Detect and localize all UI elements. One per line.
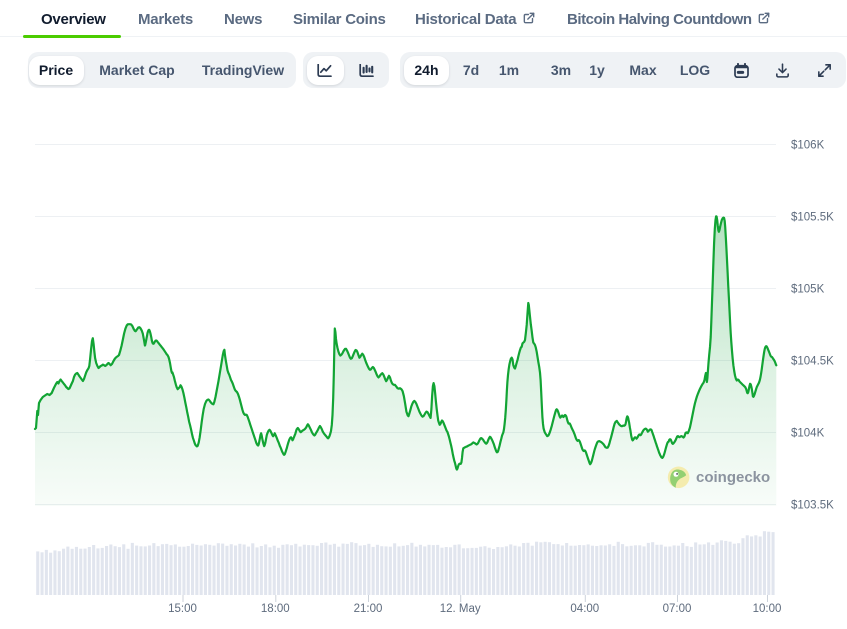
svg-text:$105.5K: $105.5K [791,212,834,224]
svg-text:coingecko: coingecko [696,469,770,486]
svg-text:07:00: 07:00 [663,603,692,615]
svg-text:21:00: 21:00 [354,603,383,615]
svg-text:04:00: 04:00 [570,603,599,615]
svg-text:$105K: $105K [791,284,825,296]
svg-text:$104K: $104K [791,428,825,440]
svg-text:$106K: $106K [791,140,825,152]
svg-text:10:00: 10:00 [753,603,782,615]
svg-text:$104.5K: $104.5K [791,356,834,368]
svg-text:15:00: 15:00 [168,603,197,615]
svg-text:18:00: 18:00 [261,603,290,615]
svg-text:12. May: 12. May [440,603,481,615]
svg-text:$103.5K: $103.5K [791,500,834,512]
